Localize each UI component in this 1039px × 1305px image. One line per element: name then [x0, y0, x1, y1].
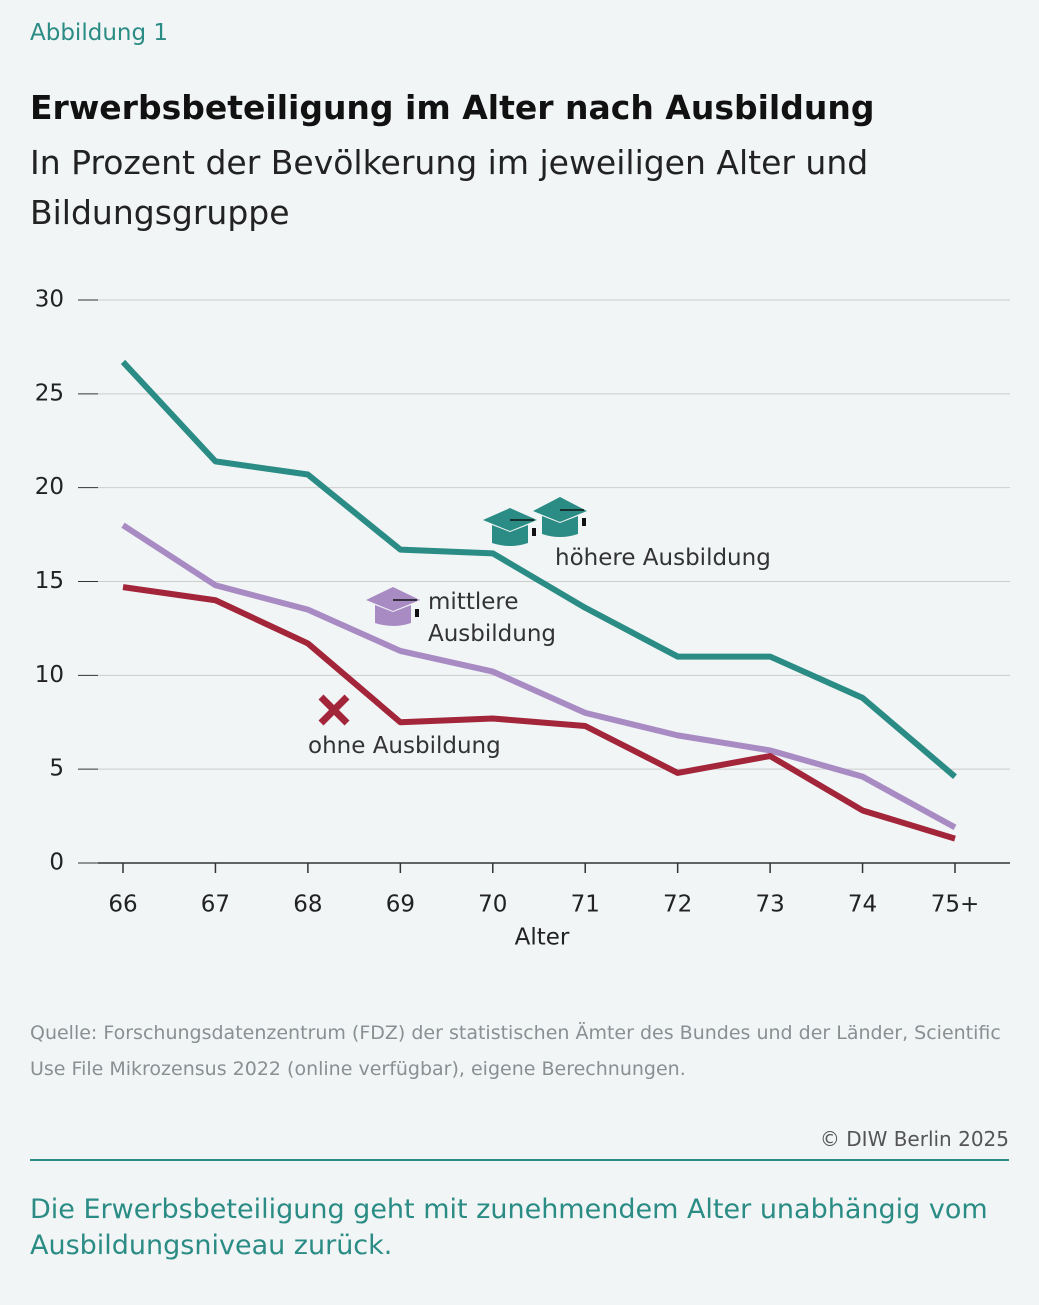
x-tick-label: 70: [478, 892, 507, 918]
series-label: ohne Ausbildung: [308, 733, 501, 759]
x-tick-label: 74: [848, 892, 877, 918]
y-tick-label: 5: [49, 756, 64, 782]
x-tick-label: 68: [293, 892, 322, 918]
series-line: [120, 359, 957, 779]
icon-cross: [318, 694, 350, 726]
x-tick-label: 71: [571, 892, 600, 918]
x-tick-label: 66: [108, 892, 137, 918]
y-tick-label: 10: [35, 662, 64, 688]
x-tick-label: 69: [386, 892, 415, 918]
source: Quelle: Forschungsdatenzentrum (FDZ) der…: [30, 1022, 1001, 1080]
figure-label: Abbildung 1: [30, 20, 169, 46]
series-label: mittlere Ausbildung: [428, 589, 557, 647]
caption: Die Erwerbsbeteiligung geht mit zunehmen…: [30, 1194, 988, 1261]
series-label: höhere Ausbildung: [555, 545, 771, 571]
x-tick-label: 75+: [931, 892, 980, 918]
x-tick-label: 67: [201, 892, 230, 918]
chart-subtitle: In Prozent der Bevölkerung im jeweiligen…: [30, 143, 869, 232]
icon-cap-mid: [366, 587, 420, 626]
y-tick-label: 30: [35, 287, 64, 313]
y-tick-label: 15: [35, 568, 64, 594]
y-tick-label: 25: [35, 380, 64, 406]
chart: 0 5 10 15 20 25 30 66 67 68 69 70 71 72 73 74 75+ Alter: [35, 287, 1010, 951]
x-tick-label: 73: [755, 892, 784, 918]
copyright: © DIW Berlin 2025: [819, 1127, 1009, 1151]
series-line: [121, 522, 957, 830]
x-tick-label: 72: [663, 892, 692, 918]
chart-title: Erwerbsbeteiligung im Alter nach Ausbild…: [30, 88, 875, 127]
x-axis-label: Alter: [515, 925, 570, 951]
icon-caps-high: [483, 497, 587, 546]
divider: [30, 1159, 1009, 1161]
y-tick-label: 20: [35, 474, 64, 500]
series-line: [122, 584, 956, 842]
y-tick-label: 0: [49, 850, 64, 876]
